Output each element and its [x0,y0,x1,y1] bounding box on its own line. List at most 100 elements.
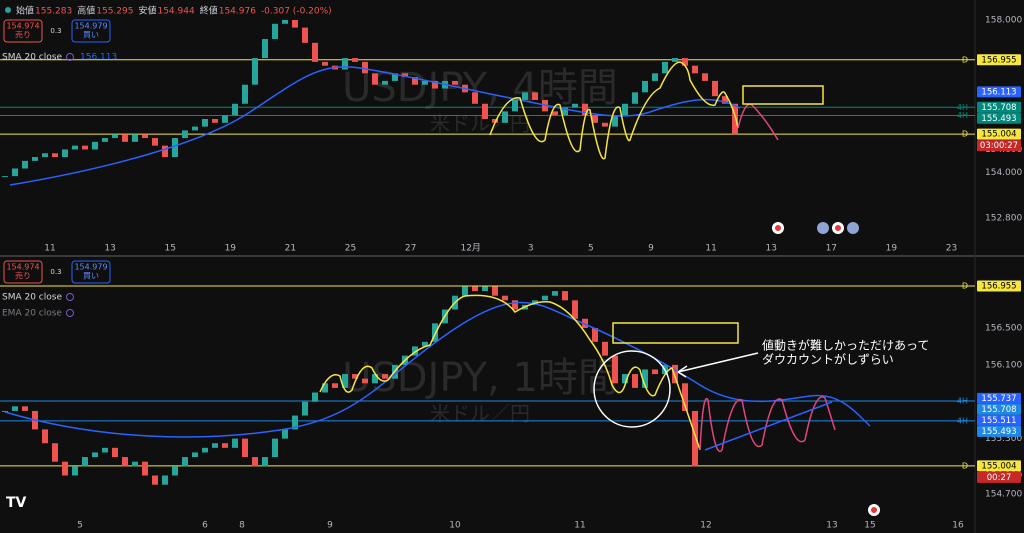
candle [32,157,38,161]
price-label-bg [977,101,1021,113]
candle [342,374,348,388]
candle [82,145,88,150]
candle [282,19,288,24]
x-tick-label: 11 [705,244,716,254]
candle [432,80,438,89]
sell-button[interactable] [3,19,43,43]
candle [312,392,318,402]
y-tick-label: 158.000 [985,15,1022,25]
spread: 0.3 [50,27,61,35]
price-label-bg [977,86,1021,98]
candle [492,118,498,123]
price-label-bg [977,392,1021,404]
candle [512,99,518,112]
x-tick-label: 21 [285,244,296,254]
indicator-icon[interactable] [66,53,74,61]
x-tick-label: 5 [588,244,594,254]
candle [602,122,608,127]
candle [632,92,638,104]
candle [192,452,198,458]
candle [612,115,618,127]
candle [202,447,208,453]
candle [102,447,108,453]
price-label-bg [977,280,1021,292]
spread: 0.3 [50,268,61,276]
ohlc-high: 155.295 [96,7,133,17]
candle [502,111,508,123]
candle [422,80,428,85]
price-label: 155.708 [981,405,1016,415]
candle [92,141,98,150]
level-tag: D [962,55,968,64]
candle [422,341,428,347]
candle [142,461,148,476]
candle [232,438,238,448]
candle [592,327,598,342]
candle [212,443,218,448]
event-icon-dot [871,507,877,513]
y-tick-label: 156.100 [985,360,1022,370]
candle [542,295,548,301]
candle [602,341,608,356]
candle [182,130,188,139]
buy-button[interactable] [71,260,111,284]
indicator-icon[interactable] [65,309,74,317]
candle [262,39,268,59]
candle [72,466,78,476]
candle [22,406,28,411]
x-tick-label: 13 [826,521,837,531]
candle [672,364,678,384]
event-icon-dot [775,225,781,231]
candle [622,103,628,116]
candle [302,27,308,43]
candle [632,374,638,388]
level-tag: 4H [957,416,968,425]
candle [622,374,628,384]
ohlc-open: 155.283 [35,7,72,17]
price-label: 156.955 [981,282,1016,292]
buy-button[interactable] [71,19,111,43]
indicator-name: SMA 20 close [2,293,62,303]
event-icon[interactable] [847,222,859,234]
candle [182,457,188,467]
candle [92,452,98,458]
candle [512,300,518,310]
candle [552,111,558,116]
candle [252,58,258,85]
price-label: 155.737 [981,394,1016,404]
highlight-circle [593,350,671,428]
price-label-bg [977,112,1021,124]
candle [612,355,618,384]
indicator-icon[interactable] [66,293,74,301]
countdown: 00:27 [987,473,1012,483]
x-tick-label: 11 [574,521,585,531]
target-box [612,322,739,344]
annotation: ダウカウントがしずらい [762,352,894,367]
wave-line [319,294,701,451]
countdown: 03:00:27 [980,141,1018,151]
price-label-bg [977,128,1021,140]
candle [172,138,178,158]
candle [592,115,598,123]
event-icon[interactable] [817,222,829,234]
x-tick-label: 17 [826,244,837,254]
x-tick-label: 15 [864,521,875,531]
indicator-name: EMA 20 close [2,309,62,319]
candle [242,84,248,104]
candle [502,295,508,301]
arrow-line [677,352,759,373]
candle [352,58,358,62]
ohlc-header: 始値 155.283 高値 155.295 安値 154.944 終値 154.976 -0.3… [5,5,332,17]
sell-button[interactable] [3,260,43,284]
candle [472,286,478,292]
x-tick-label: 3 [528,244,534,254]
candle [352,374,358,379]
candle [312,42,318,62]
price-label: 155.708 [981,103,1016,113]
candle [362,61,368,74]
candle [372,73,378,85]
candle [72,145,78,150]
candle [482,103,488,119]
price-label: 155.493 [981,427,1016,437]
